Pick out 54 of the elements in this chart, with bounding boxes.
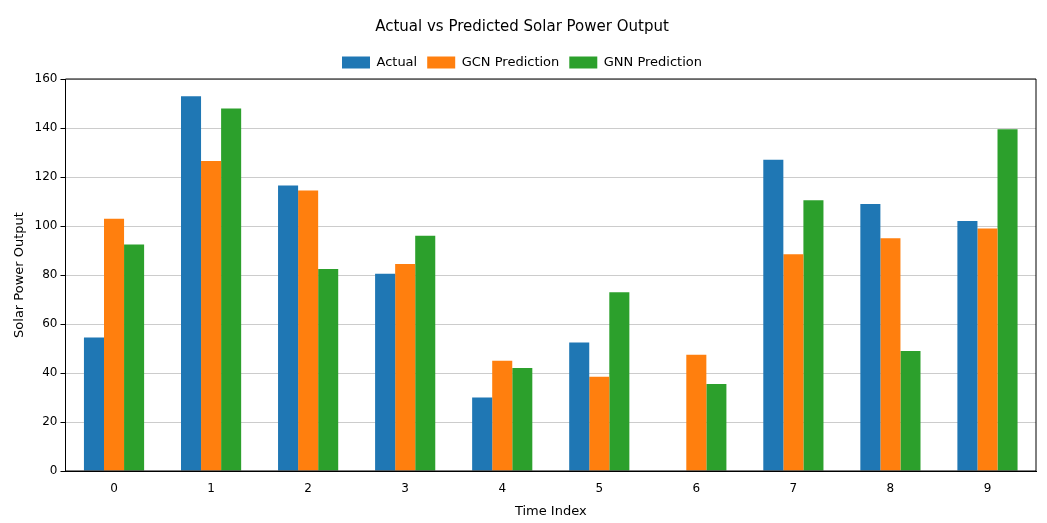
bar (609, 292, 630, 471)
bar (783, 254, 804, 471)
bar (375, 273, 396, 471)
bar (395, 263, 416, 471)
bar (104, 218, 125, 471)
y-axis-title: Solar Power Output (11, 212, 27, 338)
y-tick-label: 0 (49, 463, 58, 478)
x-axis-title: Time Index (513, 502, 587, 518)
bar (997, 129, 1018, 471)
x-tick-label: 3 (401, 481, 409, 496)
x-tick-label: 2 (304, 481, 312, 496)
bar (706, 384, 727, 471)
y-tick-label: 120 (34, 169, 58, 184)
bar (472, 397, 493, 471)
x-tick-label: 0 (110, 481, 118, 496)
bar (512, 368, 533, 471)
bar (803, 200, 824, 471)
bar (569, 342, 590, 471)
y-tick-label: 20 (42, 414, 58, 429)
bar (221, 108, 242, 471)
legend-label: GCN Prediction (461, 53, 560, 69)
bar (278, 185, 299, 471)
y-tick-label: 40 (42, 365, 58, 380)
bar (415, 235, 436, 471)
legend-label: GNN Prediction (603, 53, 703, 69)
bar (957, 221, 978, 471)
bar (298, 190, 319, 471)
y-tick-label: 60 (42, 316, 58, 331)
bar (124, 244, 145, 471)
x-tick-label: 8 (886, 481, 895, 496)
legend-label: Actual (376, 53, 418, 69)
chart-title: Actual vs Predicted Solar Power Output (375, 16, 669, 35)
bar (763, 159, 784, 471)
bar (900, 350, 921, 471)
bar (83, 337, 104, 471)
bar (180, 96, 202, 471)
x-tick-label: 9 (983, 481, 992, 496)
x-tick-label: 1 (207, 481, 215, 496)
bar (880, 238, 901, 471)
y-tick-label: 100 (34, 218, 58, 233)
bar (977, 228, 998, 471)
x-tick-label: 6 (692, 481, 701, 496)
bar (860, 203, 881, 471)
y-tick-label: 80 (42, 267, 58, 282)
x-tick-label: 5 (595, 481, 604, 496)
bar (686, 354, 707, 471)
bar (589, 376, 610, 471)
bar (318, 268, 339, 471)
y-tick-label: 140 (34, 120, 58, 135)
bar (492, 360, 513, 471)
bar (201, 161, 222, 471)
y-tick-label: 160 (34, 71, 58, 86)
x-tick-label: 4 (498, 481, 507, 496)
x-tick-label: 7 (789, 481, 798, 496)
